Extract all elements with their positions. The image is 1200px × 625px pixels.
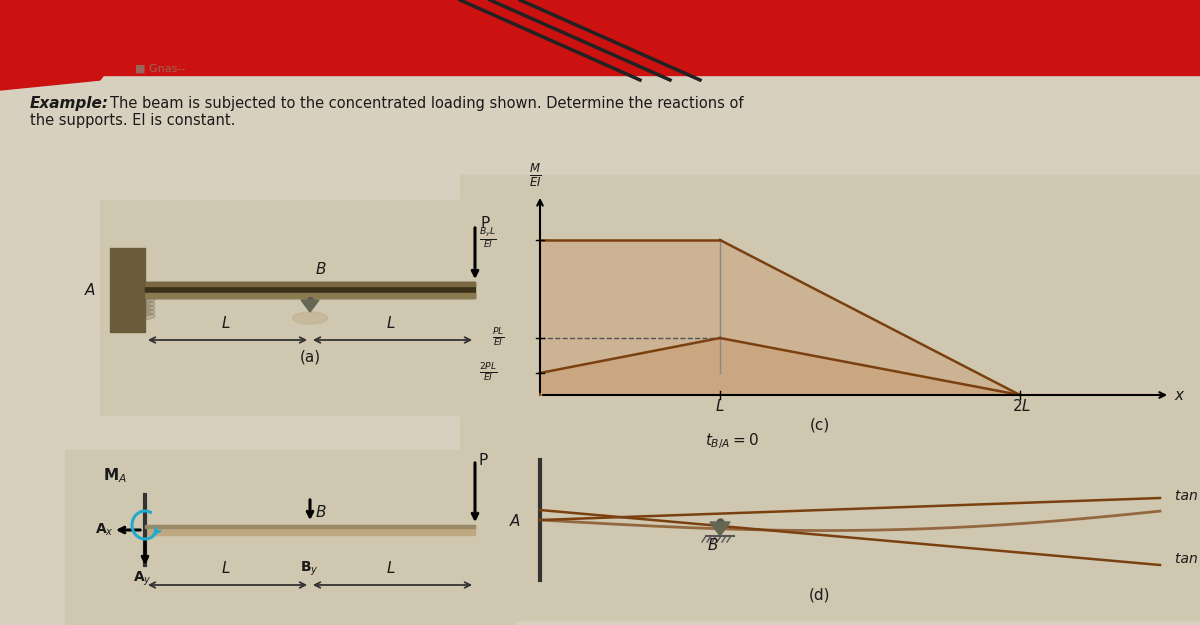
Text: $\mathbf{M}_A$: $\mathbf{M}_A$ (103, 466, 127, 485)
Ellipse shape (125, 308, 155, 316)
Bar (460, 175, 1200, 455)
Bar (145, 293, 475, 298)
Text: L: L (386, 316, 396, 331)
Text: $2L$: $2L$ (1012, 398, 1031, 414)
Text: $\frac{B_y L}{EI}$: $\frac{B_y L}{EI}$ (479, 226, 497, 251)
Text: B: B (708, 538, 719, 553)
Bar (1130, 0, 1200, 28)
Text: Example:: Example: (30, 96, 109, 111)
Text: B: B (316, 262, 326, 277)
Text: A: A (85, 283, 95, 298)
Text: the supports. EI is constant.: the supports. EI is constant. (30, 113, 235, 128)
Bar (100, 200, 510, 415)
Text: $\mathbf{A}_x$: $\mathbf{A}_x$ (95, 522, 114, 538)
Polygon shape (710, 522, 730, 536)
Text: (a): (a) (300, 350, 320, 365)
Bar (145, 525, 475, 528)
Bar (65, 450, 515, 625)
Text: $t_{B/A}=0$: $t_{B/A}=0$ (706, 431, 758, 451)
Ellipse shape (125, 300, 155, 308)
Ellipse shape (125, 304, 155, 312)
Text: L: L (222, 561, 230, 576)
Polygon shape (540, 338, 1020, 395)
Text: $\frac{2PL}{EI}$: $\frac{2PL}{EI}$ (479, 362, 497, 384)
Text: L: L (222, 316, 230, 331)
Ellipse shape (125, 312, 155, 320)
Text: $\mathbf{A}_y$: $\mathbf{A}_y$ (133, 570, 151, 588)
Text: B: B (316, 505, 326, 520)
Polygon shape (301, 300, 319, 312)
Text: $L$: $L$ (715, 398, 725, 414)
Text: ■ Gnas--: ■ Gnas-- (134, 64, 185, 74)
Bar (145, 282, 475, 286)
Text: (c): (c) (810, 418, 830, 433)
Text: tan B: tan B (1175, 552, 1200, 566)
Bar (145, 282, 475, 298)
Text: tan A: tan A (1175, 489, 1200, 503)
Bar (390, 0, 810, 50)
Text: $\frac{M}{EI}$: $\frac{M}{EI}$ (529, 161, 541, 189)
Text: $\frac{PL}{EI}$: $\frac{PL}{EI}$ (492, 328, 504, 349)
Text: P: P (479, 453, 488, 468)
Bar (145, 525, 475, 535)
Polygon shape (0, 0, 160, 90)
Text: A: A (510, 514, 520, 529)
Bar (510, 420, 1200, 620)
FancyBboxPatch shape (110, 248, 145, 332)
Text: $x$: $x$ (1174, 388, 1186, 403)
Polygon shape (540, 240, 1020, 395)
Text: P: P (480, 216, 490, 231)
Ellipse shape (125, 296, 155, 304)
Text: L: L (386, 561, 396, 576)
Ellipse shape (293, 312, 328, 324)
Text: The beam is subjected to the concentrated loading shown. Determine the reactions: The beam is subjected to the concentrate… (110, 96, 744, 111)
Bar (0, 0, 1200, 75)
Text: (d): (d) (809, 588, 830, 603)
Text: $\mathbf{B}_y$: $\mathbf{B}_y$ (300, 560, 318, 578)
